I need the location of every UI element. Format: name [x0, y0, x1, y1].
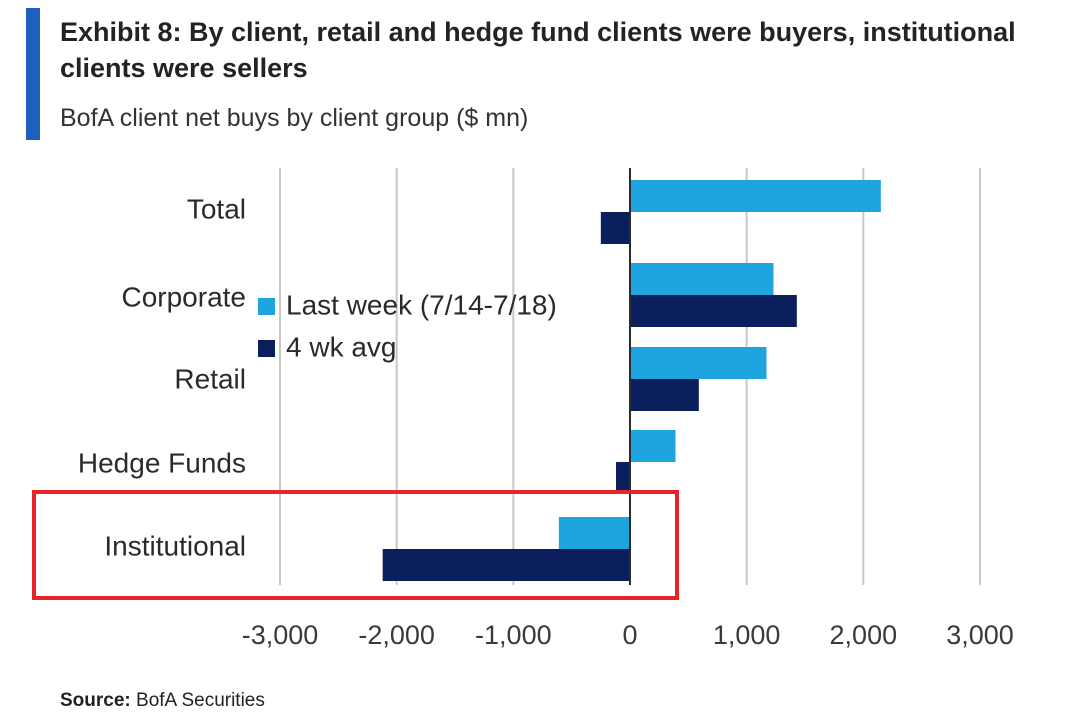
category-label-institutional: Institutional	[104, 530, 246, 561]
bar-retail-last-week	[630, 347, 767, 379]
bar-corporate-4wk-avg	[630, 295, 797, 327]
bar-hedge-funds-last-week	[630, 430, 676, 462]
bar-total-4wk-avg	[600, 212, 630, 244]
x-tick-label-2: -1,000	[475, 620, 552, 650]
bar-corporate-last-week	[630, 263, 774, 295]
category-label-corporate: Corporate	[121, 281, 246, 312]
bar-institutional-4wk-avg	[382, 549, 630, 581]
category-label-retail: Retail	[174, 363, 246, 394]
institutional-highlight-box	[32, 490, 679, 600]
bar-institutional-last-week	[558, 517, 630, 549]
source-text: BofA Securities	[136, 690, 265, 711]
bar-retail-4wk-avg	[630, 379, 699, 411]
source-note: Source: BofA Securities	[60, 690, 265, 712]
title-accent-bar	[26, 8, 40, 140]
category-label-hedge-funds: Hedge Funds	[78, 447, 246, 478]
x-tick-label-0: -3,000	[242, 620, 319, 650]
chart-title: Exhibit 8: By client, retail and hedge f…	[60, 17, 1016, 83]
bar-hedge-funds-4wk-avg	[616, 462, 630, 494]
x-tick-label-3: 0	[622, 620, 637, 650]
x-tick-label-4: 1,000	[713, 620, 781, 650]
legend-label-4wk-avg: 4 wk avg	[286, 331, 397, 362]
x-tick-label-6: 3,000	[946, 620, 1014, 650]
legend-swatch-4wk-avg	[258, 340, 275, 357]
chart-subtitle: BofA client net buys by client group ($ …	[60, 104, 529, 132]
x-tick-label-1: -2,000	[358, 620, 435, 650]
category-label-total: Total	[187, 193, 246, 224]
legend-label-last-week: Last week (7/14-7/18)	[286, 289, 557, 320]
x-tick-label-5: 2,000	[830, 620, 898, 650]
bar-total-last-week	[630, 180, 881, 212]
legend-swatch-last-week	[258, 298, 275, 315]
source-label: Source:	[60, 690, 131, 711]
